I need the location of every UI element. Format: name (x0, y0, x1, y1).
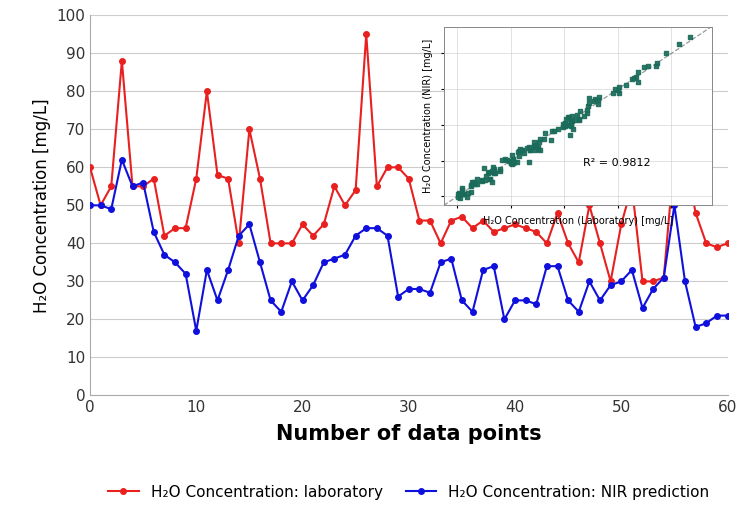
X-axis label: Number of data points: Number of data points (276, 424, 542, 444)
Y-axis label: H₂O Concentration [mg/L]: H₂O Concentration [mg/L] (33, 98, 51, 313)
Legend: H₂O Concentration: laboratory, H₂O Concentration: NIR prediction: H₂O Concentration: laboratory, H₂O Conce… (102, 479, 716, 506)
